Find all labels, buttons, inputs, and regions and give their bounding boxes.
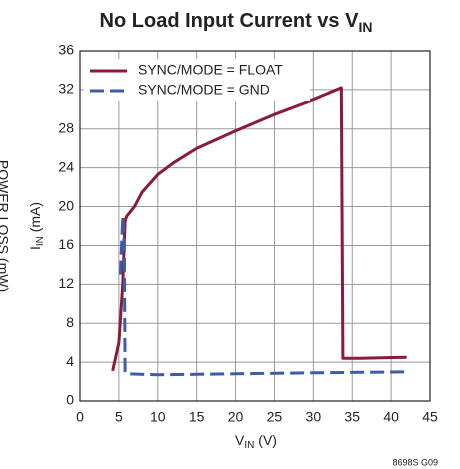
legend-box xyxy=(84,59,310,101)
series-line xyxy=(118,214,407,377)
y-label-main: I xyxy=(27,246,43,250)
y-tick-label: 24 xyxy=(58,158,74,174)
y-tick-label: 36 xyxy=(58,42,74,58)
y-axis-label: IIN (mA) xyxy=(27,202,46,250)
x-label-main: V xyxy=(235,432,245,448)
x-tick-label: 25 xyxy=(267,409,283,425)
x-tick-label: 5 xyxy=(115,409,123,425)
plot-frame xyxy=(79,50,431,402)
x-tick-label: 15 xyxy=(189,409,205,425)
x-tick-label: 20 xyxy=(228,409,244,425)
x-label-unit: (V) xyxy=(254,432,277,448)
x-tick-label: 35 xyxy=(344,409,360,425)
series-line xyxy=(111,86,407,372)
y-tick-label: 4 xyxy=(66,353,74,369)
legend-label: SYNC/MODE = FLOAT xyxy=(138,62,283,78)
y-tick-label: 28 xyxy=(58,119,74,135)
title-sub: IN xyxy=(358,19,372,35)
x-tick-label: 45 xyxy=(422,409,438,425)
y-tick-label: 20 xyxy=(58,197,74,213)
x-tick-label: 30 xyxy=(306,409,322,425)
y-tick-label: 0 xyxy=(66,392,74,408)
x-axis-label: VIN (V) xyxy=(235,432,277,451)
y-label-unit: (mA) xyxy=(27,202,43,236)
legend-label: SYNC/MODE = GND xyxy=(138,82,270,98)
chart-title: No Load Input Current vs VIN xyxy=(100,10,373,34)
y-tick-label: 12 xyxy=(58,275,74,291)
y-tick-label: 8 xyxy=(66,314,74,330)
x-tick-label: 40 xyxy=(383,409,399,425)
x-tick-label: 0 xyxy=(76,409,84,425)
y-tick-label: 32 xyxy=(58,81,74,97)
x-tick-label: 10 xyxy=(150,409,166,425)
x-label-sub: IN xyxy=(244,440,254,451)
side-label: POWER LOSS (mW) xyxy=(0,160,11,292)
y-label-sub: IN xyxy=(35,236,46,246)
y-tick-label: 16 xyxy=(58,236,74,252)
title-main: No Load Input Current vs V xyxy=(100,10,360,32)
footnote: 8698S G09 xyxy=(392,457,438,467)
